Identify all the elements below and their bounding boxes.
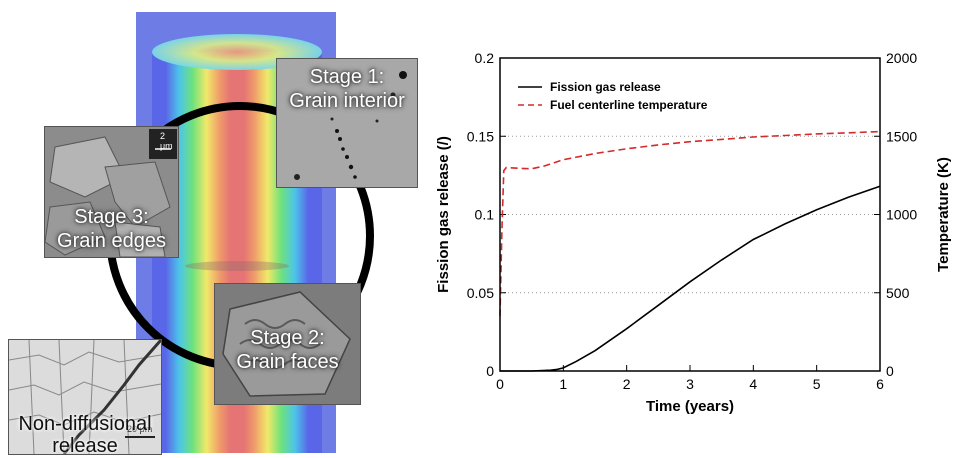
stage2-texture xyxy=(222,291,351,397)
x-tick-label: 1 xyxy=(559,376,567,392)
axis-ticks: 0 0.05 0.1 0.15 0.2 0 500 1000 1500 2000 0 1 2 3 4 5 6 xyxy=(467,50,918,392)
stage3-micrograph: 2 μm Stage 3: Grain edges xyxy=(44,126,179,258)
x-tick-label: 0 xyxy=(496,376,504,392)
non-diffusional-scalebar-label: 20 μm xyxy=(127,424,153,434)
series-group xyxy=(499,130,881,372)
y-tick-label-right: 1500 xyxy=(886,128,917,144)
x-tick-label: 3 xyxy=(686,376,694,392)
non-diffusional-texture xyxy=(9,340,161,454)
non-diffusional-micrograph: 20 μm Non-diffusional release xyxy=(8,339,162,455)
y-tick-label-right: 0 xyxy=(886,363,894,379)
non-diffusional-subtitle: release xyxy=(52,435,118,455)
stage2-subtitle: Grain faces xyxy=(236,351,339,373)
y-tick-label-left: 0 xyxy=(486,363,494,379)
x-tick-label: 5 xyxy=(813,376,821,392)
x-tick-label: 6 xyxy=(876,376,884,392)
legend-label-temperature: Fuel centerline temperature xyxy=(550,98,708,112)
grid-lines xyxy=(500,135,880,294)
stage2-micrograph: Stage 2: Grain faces xyxy=(214,283,361,405)
x-tick-label: 2 xyxy=(623,376,631,392)
y-tick-label-left: 0.1 xyxy=(475,207,495,223)
y-tick-label-left: 0.05 xyxy=(467,285,494,301)
stage1-subtitle: Grain interior xyxy=(289,90,405,112)
y-tick-label-right: 2000 xyxy=(886,50,917,66)
legend: Fission gas release Fuel centerline temp… xyxy=(518,80,708,112)
stage1-texture xyxy=(294,71,407,180)
fuel-rod-illustration: Stage 1: Grain interior 2 μm Stage 3: Gr… xyxy=(0,0,440,455)
fission-gas-chart: 0 0.05 0.1 0.15 0.2 0 500 1000 1500 2000 0 1 2 3 4 5 6 F… xyxy=(435,50,952,415)
y-axis-label-left: Fission gas release (/) xyxy=(435,136,452,293)
y-tick-label-left: 0.15 xyxy=(467,128,494,144)
x-tick-label: 4 xyxy=(749,376,757,392)
stage3-scalebar-label: 2 μm xyxy=(160,131,173,151)
y-axis-label-right: Temperature (K) xyxy=(935,157,952,272)
y-tick-label-right: 1000 xyxy=(886,207,917,223)
stage3-title: Stage 3: xyxy=(74,206,149,228)
rod-slice xyxy=(185,261,289,271)
y-tick-label-right: 500 xyxy=(886,285,910,301)
series-line-temperature xyxy=(499,130,881,317)
y-tick-label-left: 0.2 xyxy=(475,50,495,66)
series-line-fission-gas xyxy=(500,185,881,372)
plot-frame xyxy=(499,57,881,372)
non-diffusional-title: Non-diffusional xyxy=(18,413,152,435)
stage1-micrograph: Stage 1: Grain interior xyxy=(276,58,418,188)
stage1-title: Stage 1: xyxy=(309,66,385,88)
stage3-subtitle: Grain edges xyxy=(57,230,166,252)
stage2-title: Stage 2: xyxy=(250,327,325,349)
legend-label-fission-gas: Fission gas release xyxy=(550,80,661,94)
stage3-texture xyxy=(45,129,177,257)
x-axis-label: Time (years) xyxy=(646,398,734,415)
